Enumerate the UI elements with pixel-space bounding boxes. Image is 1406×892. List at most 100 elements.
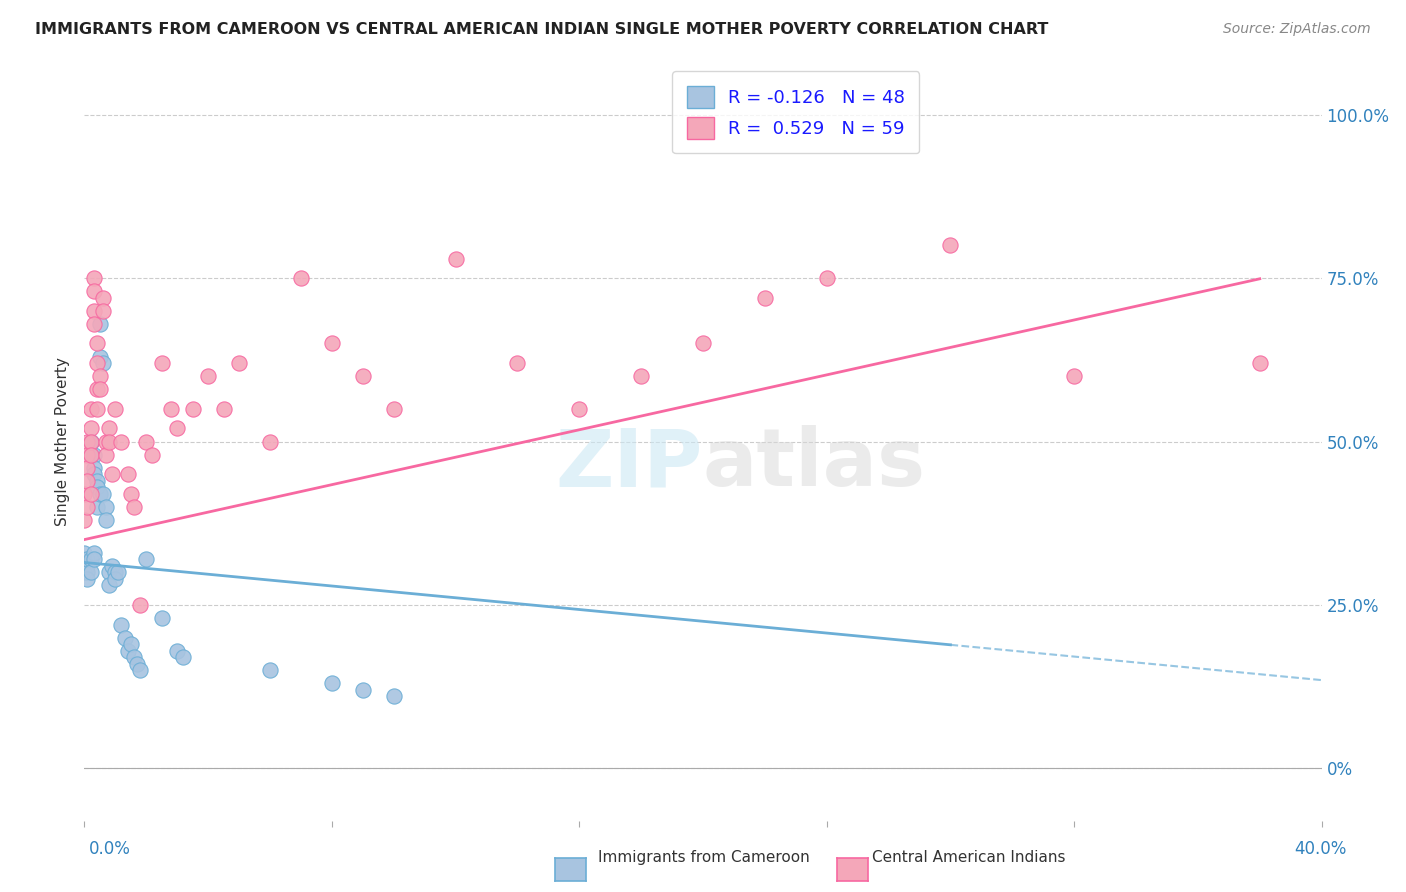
Point	[104, 401, 127, 416]
Point	[86, 382, 108, 396]
Point	[290, 271, 312, 285]
Point	[129, 663, 152, 677]
Legend: R = -0.126   N = 48, R =  0.529   N = 59: R = -0.126 N = 48, R = 0.529 N = 59	[672, 71, 920, 153]
Point	[86, 474, 108, 488]
Point	[83, 552, 105, 566]
Point	[110, 617, 132, 632]
Point	[79, 434, 101, 449]
Point	[76, 434, 98, 449]
Point	[754, 291, 776, 305]
Point	[1063, 369, 1085, 384]
Text: Central American Indians: Central American Indians	[872, 850, 1066, 865]
Point	[83, 303, 105, 318]
Point	[86, 336, 108, 351]
Point	[94, 434, 117, 449]
Point	[321, 336, 343, 351]
Text: 40.0%: 40.0%	[1295, 840, 1347, 858]
Point	[91, 303, 114, 318]
Point	[166, 421, 188, 435]
Point	[321, 676, 343, 690]
Point	[83, 317, 105, 331]
Point	[89, 317, 111, 331]
Text: Immigrants from Cameroon: Immigrants from Cameroon	[598, 850, 810, 865]
Point	[98, 421, 121, 435]
Point	[382, 690, 405, 704]
Point	[86, 356, 108, 370]
Point	[79, 401, 101, 416]
Point	[101, 467, 124, 482]
Point	[135, 434, 157, 449]
Text: Source: ZipAtlas.com: Source: ZipAtlas.com	[1223, 22, 1371, 37]
Point	[110, 434, 132, 449]
Point	[117, 643, 139, 657]
Point	[120, 637, 142, 651]
Point	[79, 552, 101, 566]
Point	[160, 401, 183, 416]
Point	[86, 480, 108, 494]
Point	[352, 682, 374, 697]
Point	[83, 271, 105, 285]
Text: IMMIGRANTS FROM CAMEROON VS CENTRAL AMERICAN INDIAN SINGLE MOTHER POVERTY CORREL: IMMIGRANTS FROM CAMEROON VS CENTRAL AMER…	[35, 22, 1049, 37]
Point	[98, 566, 121, 580]
Point	[135, 552, 157, 566]
Point	[181, 401, 204, 416]
Point	[630, 369, 652, 384]
Point	[939, 238, 962, 252]
Point	[568, 401, 591, 416]
Y-axis label: Single Mother Poverty: Single Mother Poverty	[55, 357, 70, 526]
Point	[150, 611, 173, 625]
Point	[89, 350, 111, 364]
Point	[73, 552, 96, 566]
Point	[76, 572, 98, 586]
Text: 0.0%: 0.0%	[89, 840, 131, 858]
Text: ZIP: ZIP	[555, 425, 703, 503]
Point	[120, 487, 142, 501]
Point	[125, 657, 148, 671]
Point	[89, 382, 111, 396]
Point	[107, 566, 129, 580]
Point	[166, 643, 188, 657]
Point	[94, 513, 117, 527]
Point	[692, 336, 714, 351]
Point	[73, 566, 96, 580]
Point	[212, 401, 235, 416]
Text: atlas: atlas	[703, 425, 927, 503]
Point	[382, 401, 405, 416]
Point	[83, 546, 105, 560]
Point	[91, 356, 114, 370]
Point	[98, 434, 121, 449]
Point	[114, 631, 136, 645]
Point	[506, 356, 529, 370]
Point	[91, 291, 114, 305]
Point	[122, 500, 145, 514]
Point	[86, 401, 108, 416]
Point	[79, 434, 101, 449]
Point	[79, 434, 101, 449]
Point	[73, 546, 96, 560]
Point	[83, 448, 105, 462]
Point	[86, 500, 108, 514]
Point	[122, 650, 145, 665]
Point	[76, 500, 98, 514]
Point	[444, 252, 467, 266]
Point	[83, 460, 105, 475]
Point	[98, 578, 121, 592]
Point	[76, 460, 98, 475]
Point	[79, 566, 101, 580]
Point	[89, 369, 111, 384]
Point	[228, 356, 250, 370]
Point	[91, 487, 114, 501]
Point	[76, 474, 98, 488]
Point	[73, 513, 96, 527]
Point	[259, 434, 281, 449]
Point	[129, 598, 152, 612]
Point	[79, 448, 101, 462]
Point	[76, 566, 98, 580]
Point	[117, 467, 139, 482]
Point	[76, 558, 98, 573]
Point	[83, 467, 105, 482]
Point	[104, 566, 127, 580]
Point	[197, 369, 219, 384]
Point	[141, 448, 163, 462]
Point	[1249, 356, 1271, 370]
